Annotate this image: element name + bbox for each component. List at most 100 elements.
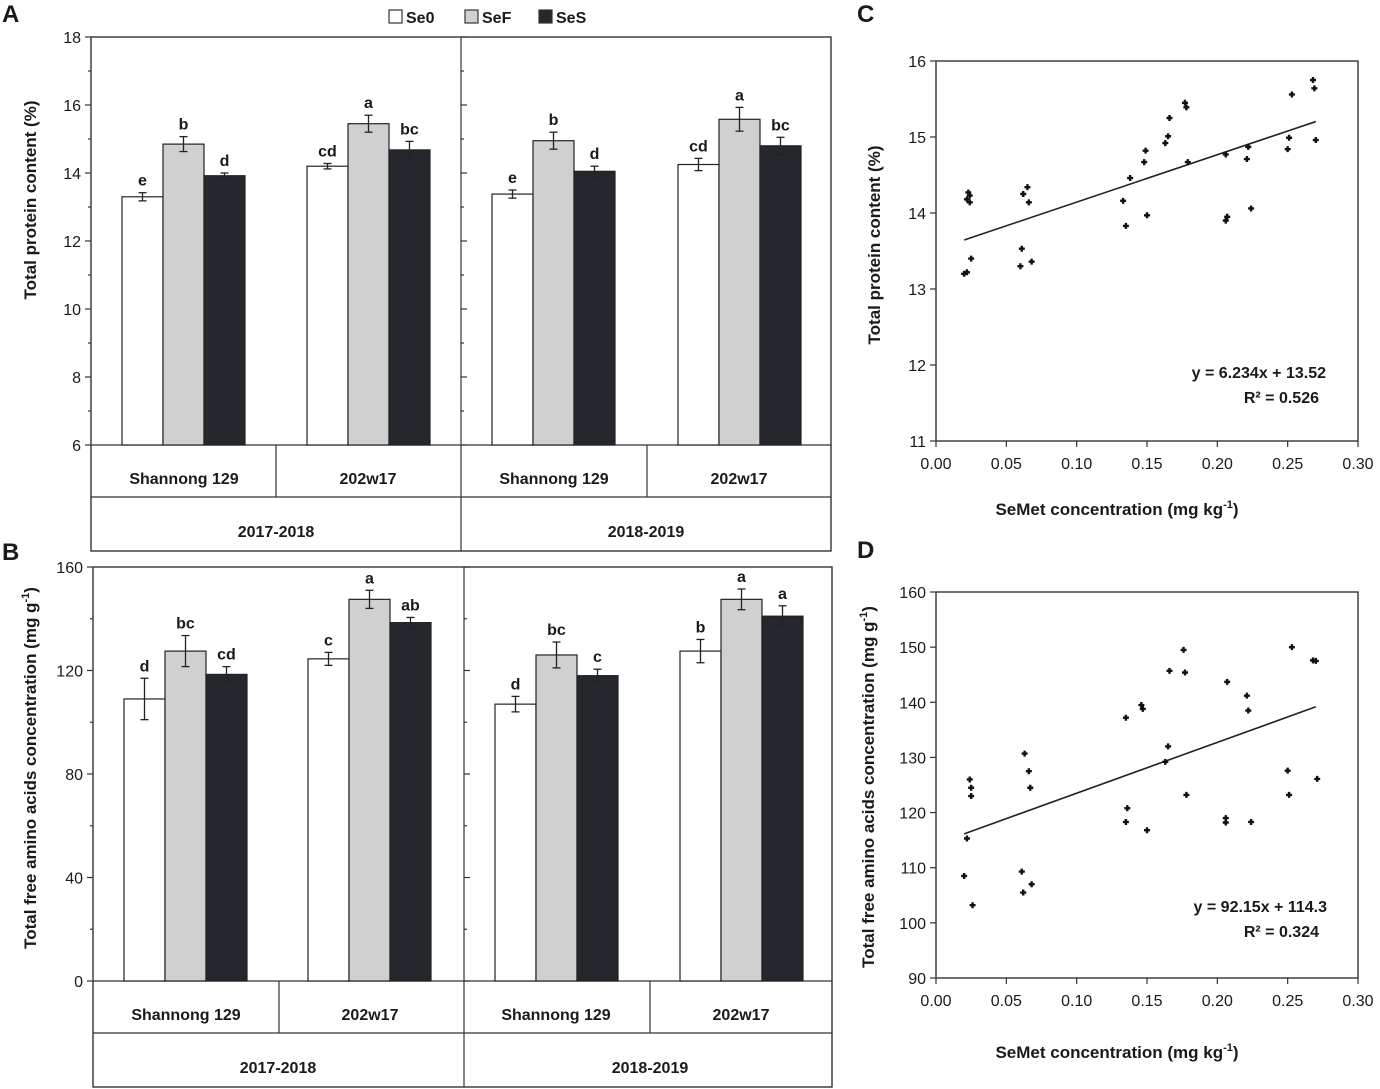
panel-d-x-tick-label: 0.15 [1131,993,1162,1010]
panel-c-data-point [1028,258,1035,265]
panel-a-significance-letter: a [735,87,744,104]
panel-b-significance-letter: a [737,569,746,586]
panel-c-y-tick-label: 16 [908,54,926,71]
panel-d-data-point [1027,784,1034,791]
panel-a-y-tick-label: 6 [72,438,81,455]
panel-c-x-tick-label: 0.05 [991,456,1022,473]
panel-a-bar [121,196,164,446]
panel-d-data-point [1243,692,1250,699]
panel-d-x-tick-label: 0.10 [1061,993,1092,1010]
panel-d-data-point [1162,758,1169,765]
panel-d-data-point [1122,818,1129,825]
panel-d-data-point [1025,768,1032,775]
panel-b-bar [576,675,619,982]
panel-a-significance-letter: cd [689,138,708,155]
panel-a-y-tick-label: 10 [63,302,81,319]
panel-b-season-label: 2017-2018 [240,1060,317,1077]
panel-a-significance-letter: d [590,146,600,163]
panel-a-y-tick-label: 18 [63,30,81,47]
panel-a-bar [491,193,534,446]
panel-c-x-tick-label: 0.10 [1061,456,1092,473]
panel-d-y-tick-label: 150 [899,640,926,657]
panel-letter-c: C [857,1,874,28]
panel-a-significance-letter: bc [400,121,419,138]
panel-d-regression-line [963,706,1317,835]
panel-c-data-point [1127,175,1134,182]
panel-d-r2: R² = 0.324 [1244,924,1319,941]
panel-b-bar [494,703,537,982]
panel-a-bar [718,118,761,446]
panel-b-significance-letter: d [140,658,150,675]
panel-d-data-point [1018,868,1025,875]
panel-d-data-point [1286,791,1293,798]
panel-a-y-tick-label: 16 [63,98,81,115]
panel-d-x-axis-title: SeMet concentration (mg kg-1) [995,1042,1238,1062]
panel-b-cultivar-label: 202w17 [713,1007,770,1024]
panel-a-y-tick-label: 8 [72,370,81,387]
panel-a-season-label: 2017-2018 [238,524,315,541]
panel-c-data-point [966,199,973,206]
panel-b-bar [123,698,166,982]
panel-d-y-axis-title: Total free amino acids concentration (mg… [858,606,878,968]
panel-c-frame [935,60,1359,442]
panel-d-y-tick-label: 130 [899,750,926,767]
panel-b-significance-letter: ab [401,597,420,614]
panel-c-data-point [1286,134,1293,141]
panel-d-data-point [1181,669,1188,676]
panel-d-x-tick-label: 0.20 [1202,993,1233,1010]
panel-c-data-point [1181,99,1188,106]
panel-a: A Total protein content (%) 6 8 10 12 14 16 18… [2,1,832,552]
panel-b-significance-letter: d [511,676,521,693]
panel-b-bar [535,654,578,982]
legend-label-ses: SeS [556,10,587,27]
panel-b-y-tick-label: 40 [65,871,83,888]
legend-swatch-ses [538,9,553,24]
panel-c: C Total protein content (%) SeMet concen… [857,1,1374,519]
panel-d-y-tick-label: 160 [899,585,926,602]
panel-a-bar [532,140,575,446]
panel-b-y-tick-label: 160 [56,560,83,577]
panel-c-x-tick-label: 0.20 [1202,456,1233,473]
panel-c-data-point [1245,143,1252,150]
panel-a-significance-letter: b [549,112,559,129]
panel-b-y-tick-label: 80 [65,767,83,784]
panel-d-y-tick-label: 120 [899,806,926,823]
panel-b-cultivar-label: Shannong 129 [501,1007,610,1024]
panel-c-x-axis-title: SeMet concentration (mg kg-1) [995,499,1238,519]
panel-b-bar [720,598,763,982]
panel-c-equation: y = 6.234x + 13.52 [1192,365,1326,382]
panel-letter-d: D [857,537,874,564]
panel-d-x-tick-label: 0.00 [920,993,951,1010]
panel-b-bar [389,622,432,982]
panel-d-data-point [1021,750,1028,757]
panel-c-data-point [1222,217,1229,224]
panel-b-significance-letter: a [365,570,374,587]
panel-c-data-point [1018,245,1025,252]
panel-a-cultivar-label: 202w17 [711,471,768,488]
panel-b-bar [307,658,350,982]
panel-b-significance-letter: cd [217,647,236,664]
panel-c-data-point [1183,104,1190,111]
panel-d-data-point [1139,705,1146,712]
panel-c-data-point [968,255,975,262]
panel-c-data-point [1312,137,1319,144]
panel-a-significance-letter: e [508,170,517,187]
panel-a-significance-letter: bc [771,117,790,134]
panel-b-significance-letter: bc [176,616,195,633]
panel-b-bar [679,650,722,982]
panel-a-y-tick-label: 14 [63,166,81,183]
panel-b-y-tick-label: 120 [56,664,83,681]
panel-d-data-point [1314,775,1321,782]
panel-a-bar [203,175,246,446]
panel-a-bar [759,145,802,446]
panel-d-data-point [1028,881,1035,888]
panel-a-significance-letter: d [220,153,230,170]
panel-b-significance-letter: c [593,649,602,666]
panel-a-bar [347,123,390,446]
panel-d-data-point [961,872,968,879]
panel-b-significance-letter: a [778,586,787,603]
panel-b-season-label: 2018-2019 [612,1060,689,1077]
panel-d-data-point [1144,827,1150,834]
panel-d-y-tick-label: 140 [899,695,926,712]
